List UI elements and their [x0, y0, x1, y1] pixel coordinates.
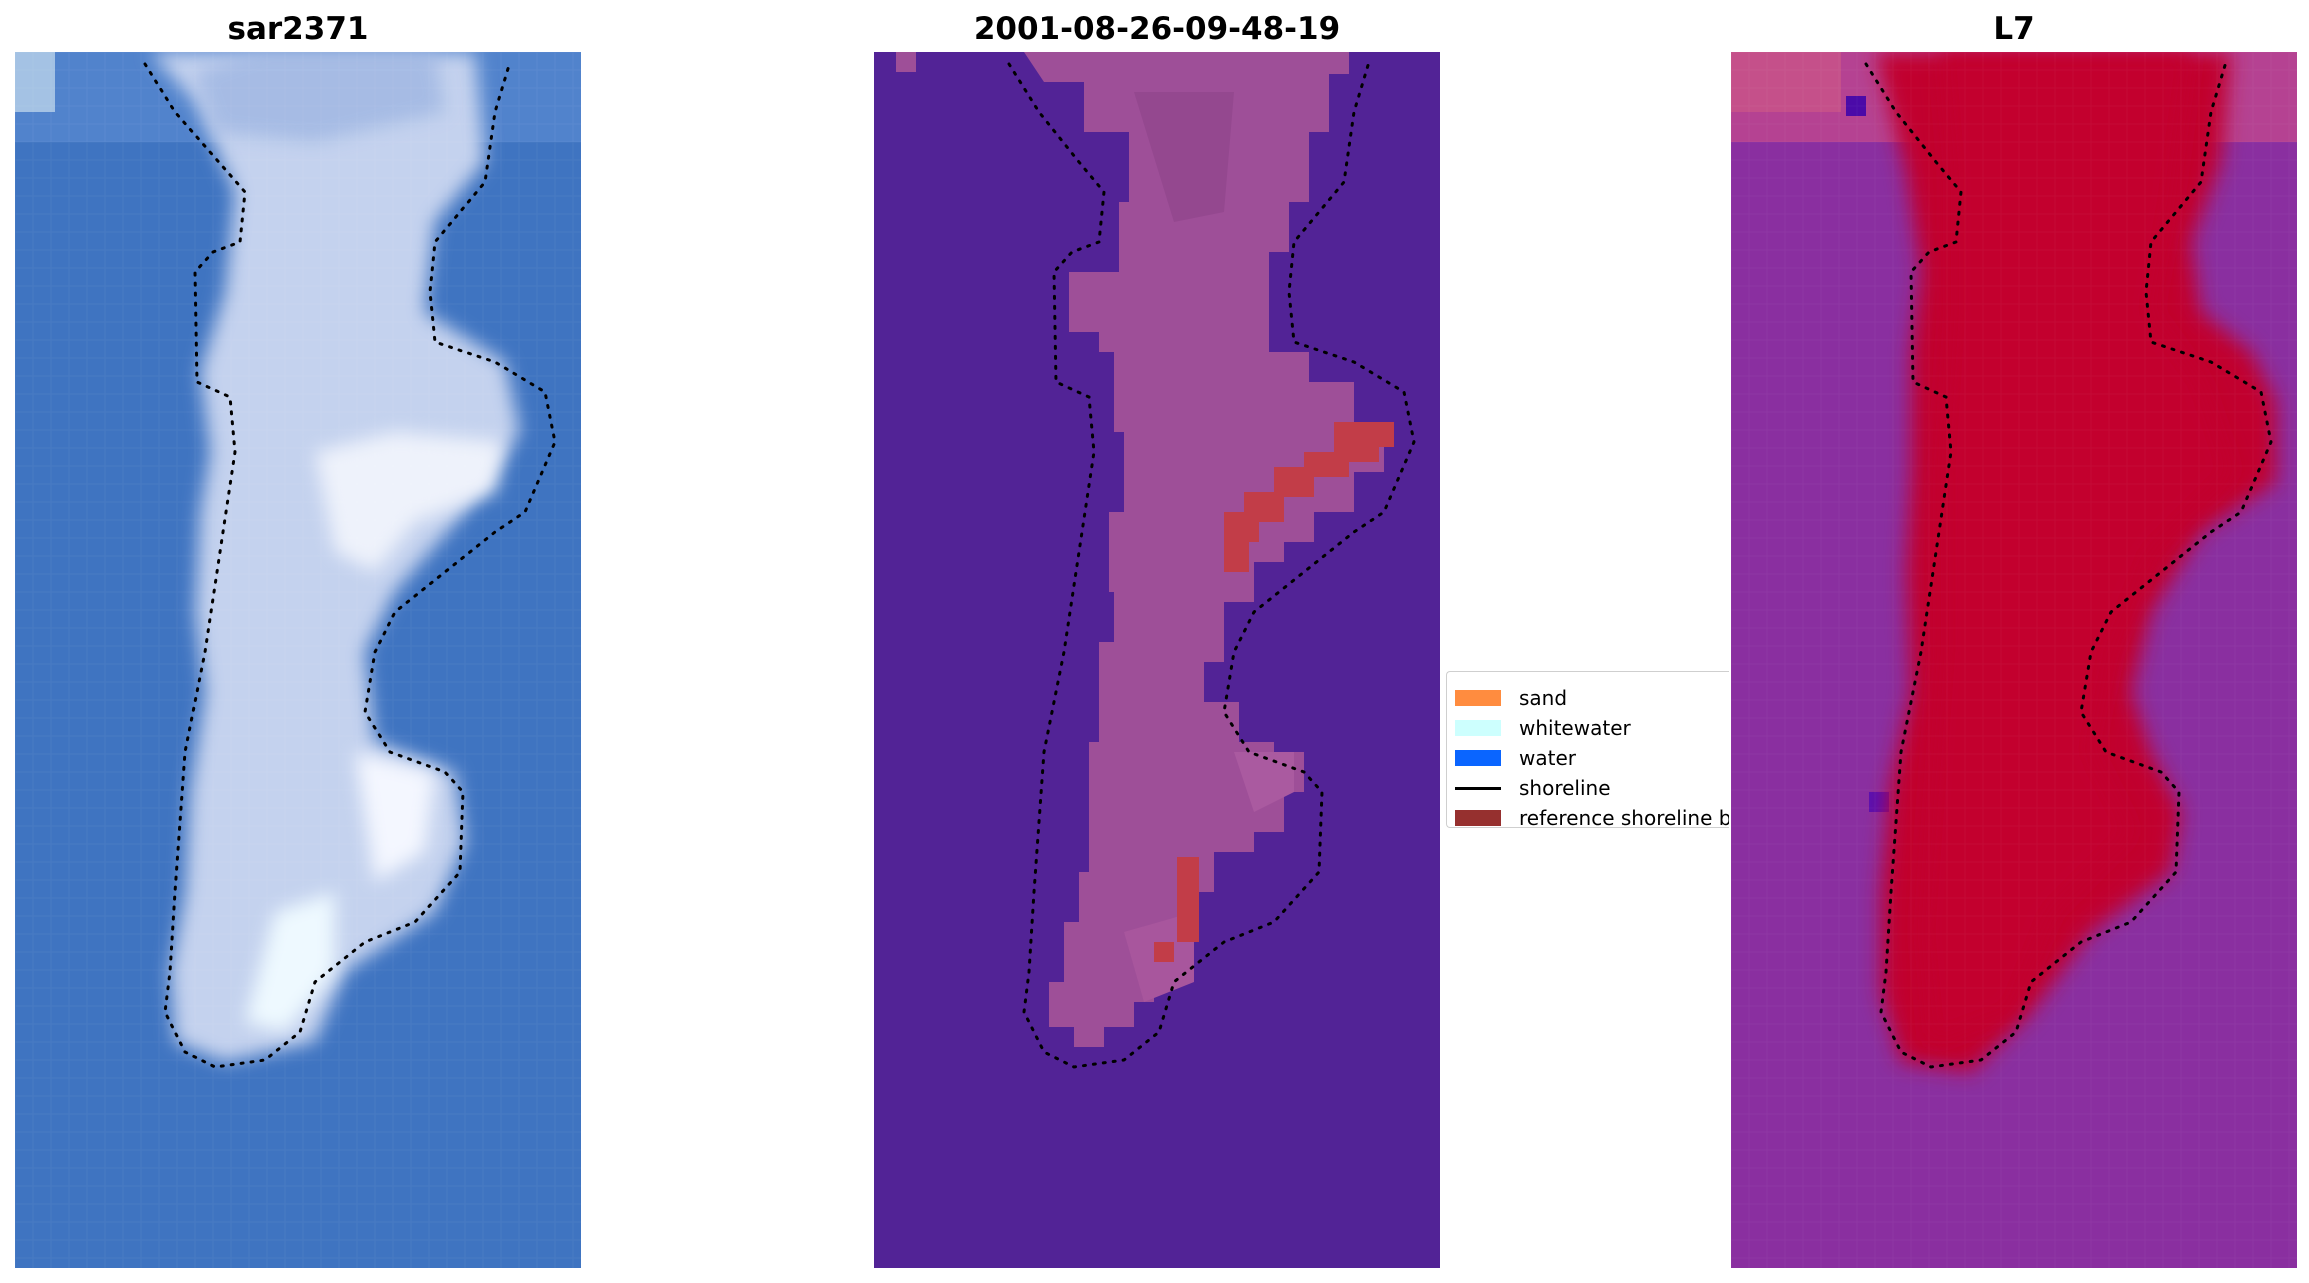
panel-title-classified: 2001-08-26-09-48-19: [973, 11, 1341, 47]
shoreline-line: [1864, 60, 2273, 1069]
land-class-area: [1024, 52, 1384, 1047]
legend-label-whitewater: whitewater: [1519, 716, 1631, 740]
legend-label-shoreline: shoreline: [1519, 776, 1611, 800]
legend-label-sand: sand: [1519, 686, 1568, 710]
legend-item-water: water: [1455, 743, 1576, 773]
legend-label-reference-buffer: reference shoreline buffer: [1519, 806, 1729, 828]
classified-image-panel: [874, 52, 1440, 1268]
shoreline-line-swatch: [1455, 786, 1501, 790]
whitewater-swatch: [1455, 720, 1501, 736]
rgb-image: [15, 52, 581, 1268]
reference-buffer-area: [1224, 422, 1394, 572]
legend-item-reference-buffer: reference shoreline buffer: [1455, 803, 1729, 828]
legend-item-shoreline: shoreline: [1455, 773, 1611, 803]
shoreline-line: [143, 60, 557, 1069]
sand-swatch: [1455, 690, 1501, 706]
index-image: [1731, 52, 2297, 1268]
panel-title-rgb: sar2371: [227, 11, 369, 47]
classified-image: [874, 52, 1440, 1268]
legend: sand whitewater water shoreline referenc…: [1446, 671, 1729, 828]
legend-item-whitewater: whitewater: [1455, 713, 1631, 743]
water-swatch: [1455, 750, 1501, 766]
index-image-panel: [1731, 52, 2297, 1268]
legend-item-sand: sand: [1455, 683, 1567, 713]
reference-buffer-area: [1154, 857, 1199, 962]
reference-buffer-swatch: [1455, 810, 1501, 826]
shoreline-line: [1007, 60, 1416, 1069]
panel-title-index: L7: [1993, 11, 2035, 47]
rgb-image-panel: [15, 52, 581, 1268]
legend-label-water: water: [1519, 746, 1576, 770]
